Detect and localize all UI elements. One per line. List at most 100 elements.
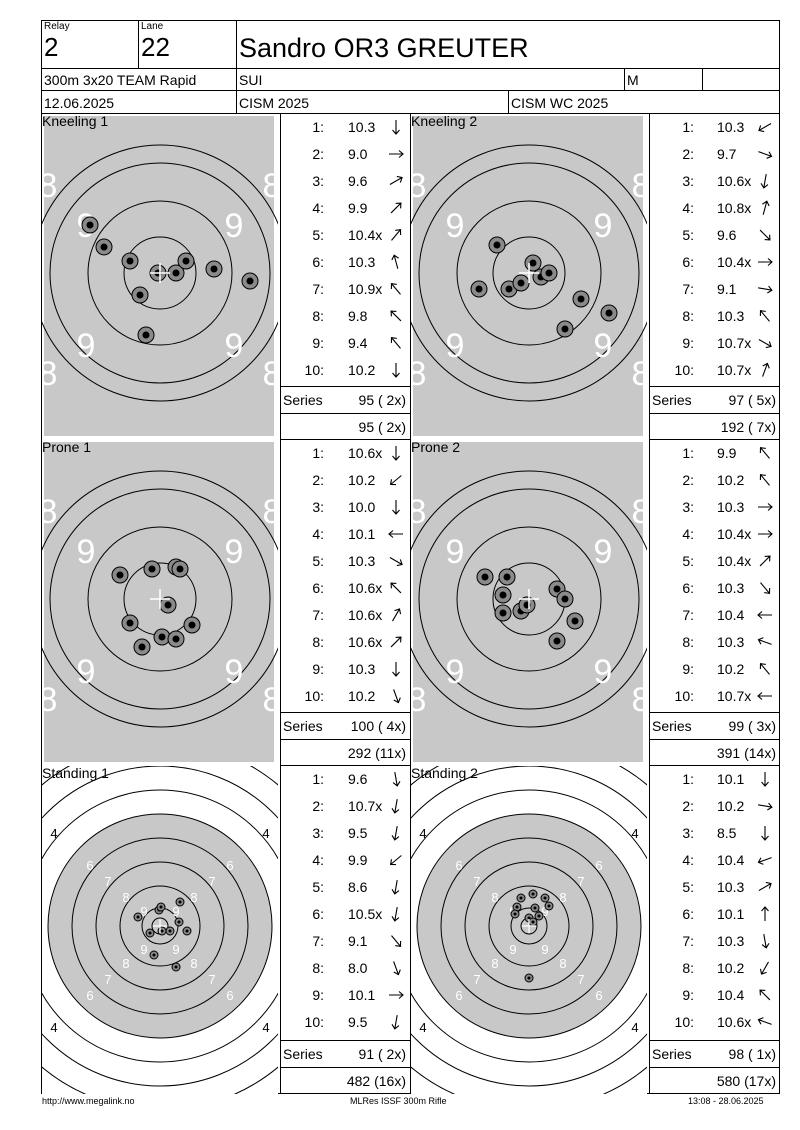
ring-label-9: 9 (541, 904, 548, 919)
shot-row: 1: 10.6x (281, 440, 410, 467)
ring-label-7: 7 (577, 972, 584, 987)
ring-label-9: 9 (77, 653, 96, 691)
ring-label-7: 7 (208, 874, 215, 889)
shot-row: 1: 9.9 (650, 440, 780, 467)
shot-number: 6: (312, 254, 324, 270)
running-total: 482 (16x) (346, 1073, 406, 1089)
shot-value: 10.4 (717, 987, 745, 1003)
ring-label-9: 9 (446, 653, 465, 691)
shot-value: 9.9 (717, 445, 737, 461)
target-ring (123, 236, 197, 310)
ring-label-9: 9 (594, 533, 613, 571)
shot-direction-arrow-icon (393, 961, 401, 976)
shot-row: 2: 9.7 (650, 141, 780, 168)
shot-value: 10.2 (348, 472, 376, 488)
shot-value: 9.8 (348, 308, 368, 324)
ring-label-9: 9 (225, 207, 244, 245)
shooter-name-cell: Sandro OR3 GREUTER (236, 20, 780, 69)
shot-value: 9.9 (348, 200, 368, 216)
shot-hole-center (148, 565, 156, 573)
shot-value: 8.0 (348, 960, 368, 976)
ring-label-9: 9 (446, 207, 465, 245)
shot-row: 3: 9.6 (281, 168, 410, 195)
shot-hole-center (152, 953, 156, 957)
shot-number: 3: (682, 173, 694, 189)
date: 12.06.2025 (44, 95, 115, 111)
shot-number: 5: (312, 227, 324, 243)
ring-label-5: 5 (68, 842, 75, 857)
ring-label-8: 8 (263, 493, 278, 531)
shot-hole-center (126, 619, 134, 627)
ring-label-5: 5 (613, 1004, 620, 1019)
panel-title: Kneeling 1 (42, 114, 109, 129)
shot-direction-arrow-icon (758, 503, 773, 511)
shot-direction-arrow-icon (392, 446, 400, 461)
shot-number: 3: (682, 825, 694, 841)
ring-label-9: 9 (172, 942, 179, 957)
target-background (44, 442, 274, 762)
shot-hole-center (246, 277, 254, 285)
shot-number: 1: (682, 119, 694, 135)
shot-direction-arrow-icon (391, 1015, 400, 1030)
ring-label-8: 8 (559, 890, 566, 905)
shot-direction-arrow-icon (391, 880, 400, 895)
ring-label-7: 7 (473, 874, 480, 889)
shot-number: 7: (682, 281, 694, 297)
shot-row: 9: 10.4 (650, 982, 780, 1009)
ring-label-9: 9 (225, 653, 244, 691)
shot-number: 6: (312, 580, 324, 596)
shot-row: 9: 10.3 (281, 656, 410, 683)
shot-value: 10.3 (348, 553, 376, 569)
shot-value: 9.9 (348, 852, 368, 868)
shot-direction-arrow-icon (759, 555, 771, 567)
shot-hole-center (164, 601, 172, 609)
series-row: Series 100 ( 4x) (281, 712, 410, 740)
shot-hole-center (100, 243, 108, 251)
shot-hole-center (188, 621, 196, 629)
shot-number: 7: (312, 933, 324, 949)
shot-number: 7: (682, 933, 694, 949)
lane-value: 22 (141, 32, 170, 62)
footer-url[interactable]: http://www.megalink.no (42, 1096, 135, 1106)
shot-value: 10.2 (348, 362, 376, 378)
shot-number: 9: (312, 987, 324, 1003)
shot-direction-arrow-icon (391, 254, 399, 269)
group-center-cross (150, 263, 170, 283)
shot-row: 4: 10.4x (650, 521, 780, 548)
shot-hole-center (138, 643, 146, 651)
shot-hole-center (505, 285, 513, 293)
shot-row: 5: 8.6 (281, 874, 410, 901)
score-column-5: 1: 9.6 2: 10.7x 3: 9.5 4: 9.9 5: 8.6 6: 10.5x 7: 9.1 8… (280, 766, 411, 1094)
series-label: Series (652, 718, 692, 734)
shot-hole-center (533, 906, 537, 910)
shot-number: 6: (682, 580, 694, 596)
shot-row: 3: 9.5 (281, 820, 410, 847)
shot-value: 10.3 (717, 580, 745, 596)
shot-value: 10.3 (717, 119, 745, 135)
shot-value: 9.5 (348, 825, 368, 841)
shot-number: 4: (682, 200, 694, 216)
shot-hole-center (527, 976, 531, 980)
shot-direction-arrow-icon (389, 150, 404, 158)
target-ring (49, 162, 271, 384)
target-ring (47, 813, 273, 1039)
shot-hole-center (481, 573, 489, 581)
shot-direction-arrow-icon (757, 611, 772, 619)
shot-row: 2: 10.2 (281, 467, 410, 494)
shot-row: 10: 9.5 (281, 1009, 410, 1036)
ring-label-8: 8 (190, 890, 197, 905)
shot-hole-center (561, 325, 569, 333)
series-total: 95 ( 2x) (358, 392, 406, 408)
shot-value: 10.4 (717, 607, 745, 623)
ring-label-6: 6 (226, 858, 233, 873)
shot-number: 7: (682, 607, 694, 623)
ring-label-8: 8 (632, 681, 647, 719)
ring-label-8: 8 (491, 956, 498, 971)
shot-direction-arrow-icon (757, 1017, 772, 1025)
running-total-row: 95 ( 2x) (281, 413, 410, 440)
competition: CISM 2025 (239, 95, 310, 111)
ring-label-6: 6 (226, 988, 233, 1003)
shot-hole-center (174, 965, 178, 969)
target-ring (492, 236, 566, 310)
